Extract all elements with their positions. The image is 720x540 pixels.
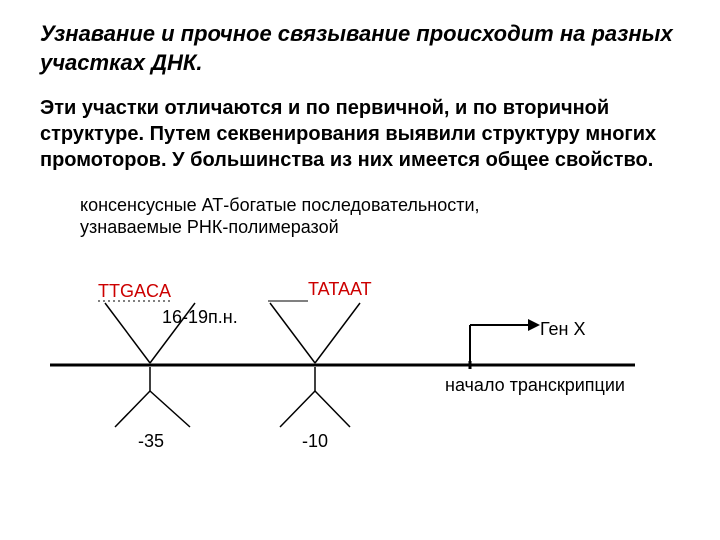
hat35-left: [115, 391, 150, 427]
v35-right: [150, 303, 195, 363]
hat10-right: [315, 391, 350, 427]
body-paragraph: Эти участки отличаются и по первичной, и…: [40, 95, 680, 173]
v35-left: [105, 303, 150, 363]
hat10-left: [280, 391, 315, 427]
v10-left: [270, 303, 315, 363]
promoter-diagram: консенсусные АТ-богатые последовательнос…: [50, 195, 690, 465]
v10-right: [315, 303, 360, 363]
page-title: Узнавание и прочное связывание происходи…: [40, 20, 680, 77]
arrow-head-icon: [528, 319, 540, 331]
hat35-right: [150, 391, 190, 427]
diagram-svg: [50, 195, 690, 465]
